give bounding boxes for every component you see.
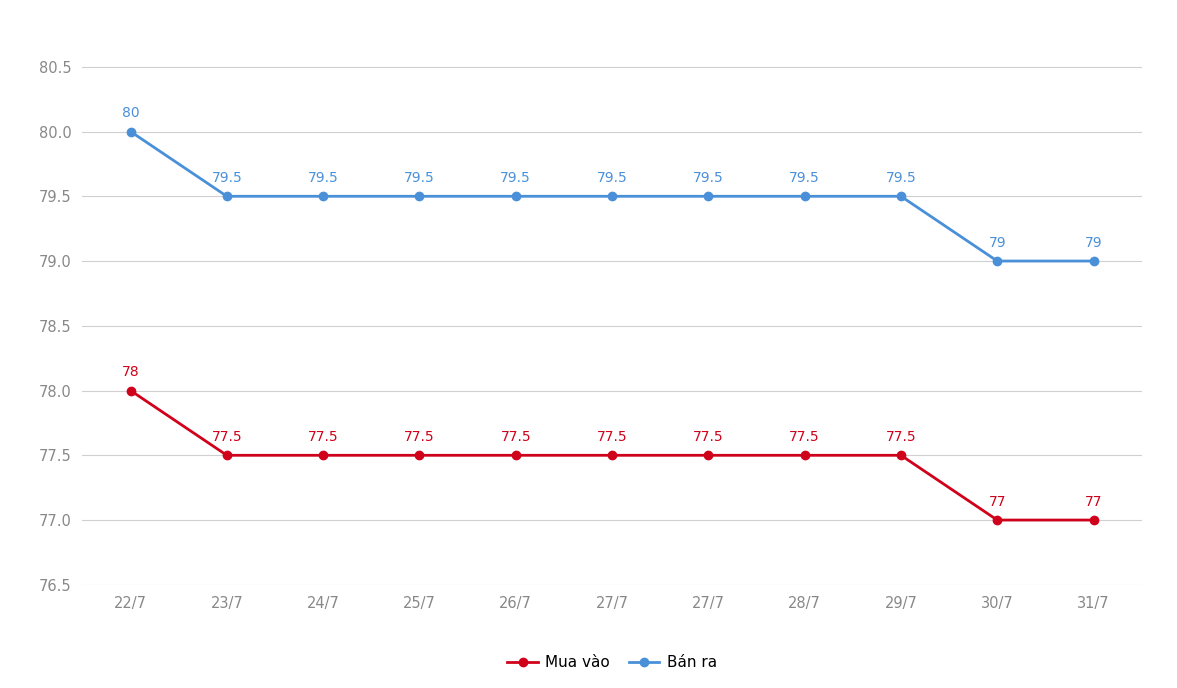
Text: 79: 79 — [1085, 236, 1103, 250]
Text: 77.5: 77.5 — [308, 430, 339, 444]
Text: 79.5: 79.5 — [212, 171, 242, 185]
Text: 79.5: 79.5 — [790, 171, 820, 185]
Text: 77: 77 — [989, 495, 1006, 509]
Text: 77.5: 77.5 — [212, 430, 242, 444]
Text: 79.5: 79.5 — [307, 171, 339, 185]
Text: 79.5: 79.5 — [693, 171, 724, 185]
Text: 77.5: 77.5 — [404, 430, 434, 444]
Text: 79.5: 79.5 — [597, 171, 627, 185]
Text: 77: 77 — [1085, 495, 1103, 509]
Text: 77.5: 77.5 — [885, 430, 916, 444]
Text: 77.5: 77.5 — [693, 430, 724, 444]
Text: 78: 78 — [121, 365, 139, 379]
Text: 77.5: 77.5 — [790, 430, 820, 444]
Text: 80: 80 — [121, 107, 139, 120]
Legend: Mua vào, Bán ra: Mua vào, Bán ra — [501, 649, 723, 676]
Text: 77.5: 77.5 — [500, 430, 531, 444]
Text: 77.5: 77.5 — [597, 430, 627, 444]
Text: 79.5: 79.5 — [500, 171, 531, 185]
Text: 79: 79 — [989, 236, 1006, 250]
Text: 79.5: 79.5 — [404, 171, 434, 185]
Text: 79.5: 79.5 — [885, 171, 917, 185]
